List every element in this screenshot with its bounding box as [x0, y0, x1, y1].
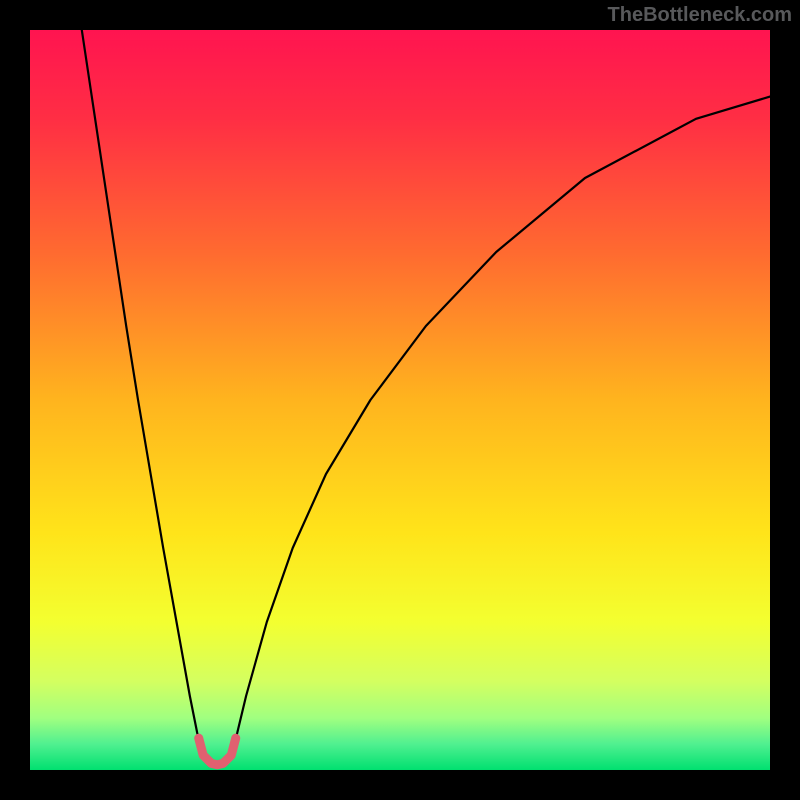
chart-container: TheBottleneck.com [0, 0, 800, 800]
chart-background [30, 30, 770, 770]
bottleneck-chart [0, 0, 800, 800]
watermark-text: TheBottleneck.com [608, 4, 792, 27]
